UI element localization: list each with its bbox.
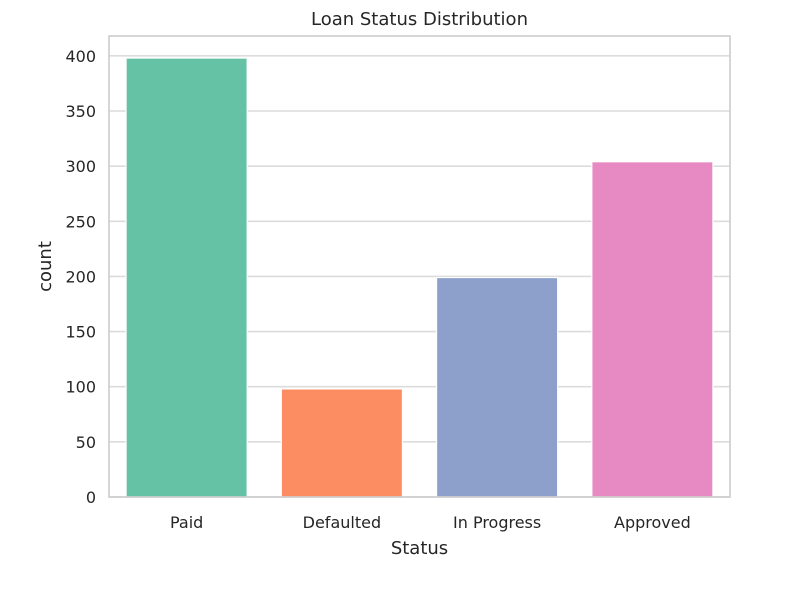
y-tick-label: 150 <box>65 323 96 342</box>
y-tick-label: 200 <box>65 267 96 286</box>
bar-approved <box>591 161 714 498</box>
x-tick-label: Approved <box>614 513 691 532</box>
y-tick-label: 0 <box>86 488 96 507</box>
x-axis-title: Status <box>391 538 448 559</box>
chart-title: Loan Status Distribution <box>311 9 528 30</box>
bar-paid <box>125 57 248 498</box>
y-tick-label: 400 <box>65 47 96 66</box>
y-tick-label: 100 <box>65 378 96 397</box>
y-tick-label: 50 <box>76 433 96 452</box>
bar-in-progress <box>435 276 559 498</box>
x-tick-label: In Progress <box>453 513 541 532</box>
x-tick-label: Defaulted <box>303 513 381 532</box>
x-tick-label: Paid <box>170 513 203 532</box>
x-tick-labels: Paid Defaulted In Progress Approved <box>170 513 691 532</box>
y-tick-labels: 0 50 100 150 200 250 300 350 400 <box>65 47 96 507</box>
y-tick-label: 350 <box>65 102 96 121</box>
y-tick-label: 250 <box>65 212 96 231</box>
plot-frame <box>108 35 731 498</box>
y-tick-label: 300 <box>65 157 96 176</box>
bars <box>125 57 714 498</box>
bar-defaulted <box>280 388 404 498</box>
y-axis-title: count <box>35 241 56 292</box>
